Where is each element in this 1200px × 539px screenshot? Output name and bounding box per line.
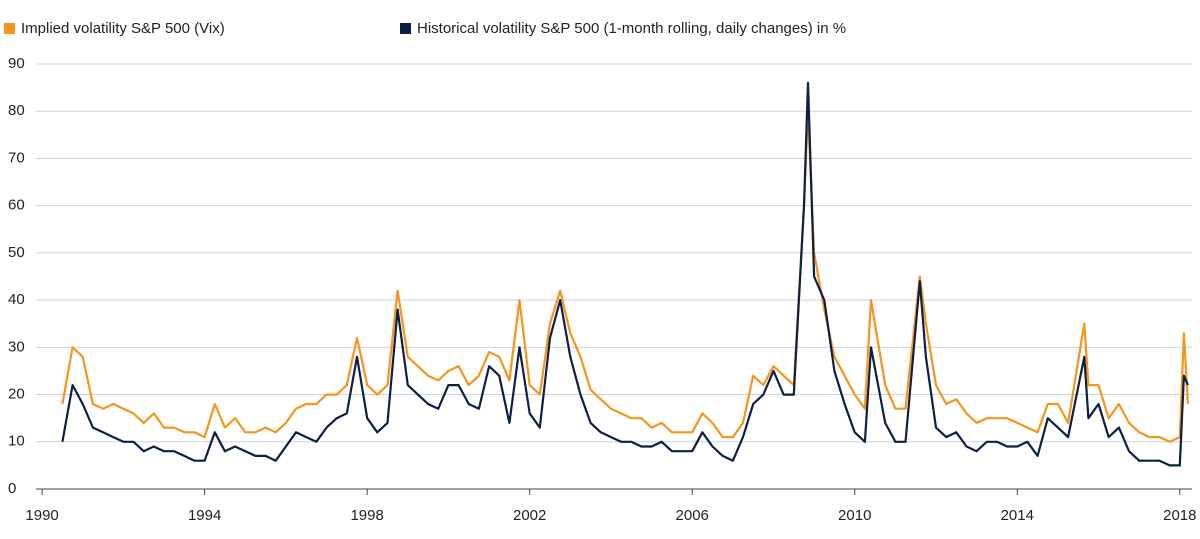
legend: Implied volatility S&P 500 (Vix) Historic…: [4, 20, 846, 37]
x-tick-label: 2002: [513, 507, 546, 524]
y-tick-label: 30: [8, 338, 25, 355]
legend-swatch: [400, 23, 411, 34]
y-tick-label: 90: [8, 55, 25, 72]
y-tick-label: 40: [8, 291, 25, 308]
x-tick-label: 1990: [25, 507, 58, 524]
legend-label: Implied volatility S&P 500 (Vix): [21, 20, 225, 37]
series-line: [61, 110, 1189, 443]
y-tick-label: 20: [8, 386, 25, 403]
y-tick-label: 10: [8, 433, 25, 450]
legend-swatch: [4, 23, 15, 34]
x-tick-label: 2014: [1001, 507, 1034, 524]
legend-label: Historical volatility S&P 500 (1-month r…: [417, 20, 846, 37]
y-tick-label: 60: [8, 197, 25, 214]
x-tick-label: 1998: [350, 507, 383, 524]
y-tick-label: 50: [8, 244, 25, 261]
x-tick-label: 2018: [1163, 507, 1196, 524]
y-tick-label: 80: [8, 102, 25, 119]
x-tick-label: 2010: [838, 507, 871, 524]
series-line: [61, 81, 1189, 467]
x-tick-label: 2006: [676, 507, 709, 524]
y-tick-label: 70: [8, 149, 25, 166]
y-tick-label: 0: [8, 480, 16, 497]
x-tick-label: 1994: [188, 507, 221, 524]
